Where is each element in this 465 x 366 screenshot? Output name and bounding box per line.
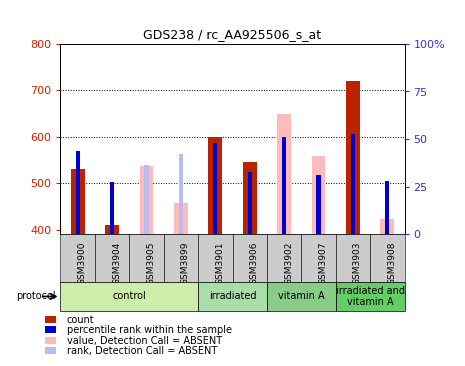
Bar [277, 115, 291, 234]
Bar [140, 166, 153, 234]
Bar [45, 316, 56, 323]
Bar [336, 282, 405, 311]
Title: GDS238 / rc_AA925506_s_at: GDS238 / rc_AA925506_s_at [143, 28, 322, 41]
Text: count: count [66, 315, 94, 325]
Bar [71, 169, 85, 234]
Bar [370, 234, 405, 282]
Bar [317, 175, 320, 234]
Bar [76, 151, 80, 234]
Bar [385, 181, 389, 234]
Bar [243, 162, 257, 234]
Bar [60, 282, 198, 311]
Text: control: control [113, 291, 146, 302]
Text: GSM3899: GSM3899 [181, 242, 190, 285]
Bar [179, 154, 183, 234]
Bar [129, 234, 164, 282]
Text: irradiated and
vitamin A: irradiated and vitamin A [336, 285, 405, 307]
Text: irradiated: irradiated [209, 291, 256, 302]
Text: vitamin A: vitamin A [278, 291, 325, 302]
Text: GSM3903: GSM3903 [353, 242, 362, 285]
Text: GSM3907: GSM3907 [319, 242, 327, 285]
Text: percentile rank within the sample: percentile rank within the sample [66, 325, 232, 335]
Bar [174, 203, 188, 234]
Bar [45, 337, 56, 344]
Bar [60, 234, 95, 282]
Text: value, Detection Call = ABSENT: value, Detection Call = ABSENT [66, 336, 222, 346]
Bar [312, 156, 326, 234]
Text: GSM3900: GSM3900 [78, 242, 86, 285]
Bar [351, 134, 355, 234]
Bar [213, 143, 217, 234]
Bar [267, 282, 336, 311]
Text: GSM3904: GSM3904 [112, 242, 121, 285]
Bar [164, 234, 198, 282]
Bar [95, 234, 129, 282]
Bar [282, 137, 286, 234]
Bar [346, 81, 360, 234]
Bar [248, 172, 252, 234]
Bar [198, 282, 267, 311]
Bar [105, 225, 119, 234]
Bar [208, 137, 222, 234]
Text: GSM3905: GSM3905 [146, 242, 155, 285]
Text: GSM3908: GSM3908 [387, 242, 396, 285]
Bar [45, 326, 56, 333]
Bar [267, 234, 301, 282]
Bar [232, 234, 267, 282]
Text: GSM3906: GSM3906 [250, 242, 259, 285]
Bar [301, 234, 336, 282]
Bar [380, 219, 394, 234]
Text: GSM3901: GSM3901 [215, 242, 224, 285]
Bar [45, 347, 56, 354]
Text: protocol: protocol [16, 291, 56, 302]
Bar [336, 234, 370, 282]
Bar [145, 165, 148, 234]
Bar [198, 234, 232, 282]
Text: rank, Detection Call = ABSENT: rank, Detection Call = ABSENT [66, 346, 217, 356]
Text: GSM3902: GSM3902 [284, 242, 293, 285]
Bar [110, 182, 114, 234]
